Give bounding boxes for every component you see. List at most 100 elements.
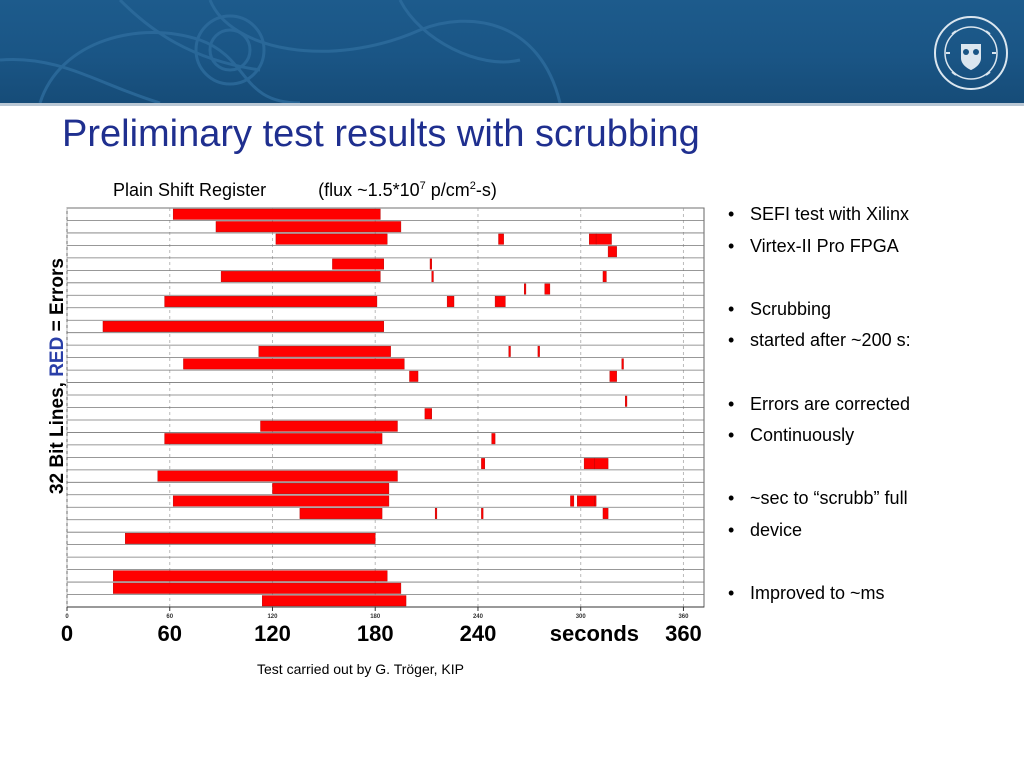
bullet-text: started after ~200 s: [750, 330, 911, 351]
x-tick-label-small: 300 [576, 614, 587, 620]
error-segment [524, 283, 527, 295]
error-segment [577, 495, 595, 507]
subtitle-register: Plain Shift Register [113, 180, 267, 200]
error-segment [434, 508, 438, 519]
error-segment [113, 582, 402, 594]
error-segment [583, 458, 595, 470]
bullet-text: Continuously [750, 425, 855, 446]
slide-title: Preliminary test results with scrubbing [62, 113, 700, 155]
bullet-dot-icon: • [728, 298, 735, 319]
error-segment [299, 508, 383, 519]
bullet-spacer [728, 265, 911, 297]
x-tick-label-small: 240 [473, 614, 484, 620]
error-segment [409, 370, 419, 382]
bullet-dot-icon: • [728, 393, 735, 414]
error-segment [594, 495, 597, 507]
error-segment [260, 420, 398, 432]
bullet-item: • Virtex-II Pro FPGA [728, 234, 911, 266]
bullet-list: • SEFI test with Xilinx • Virtex-II Pro FPG… [728, 202, 911, 613]
x-tick-label-large: 240 [459, 621, 497, 646]
error-segment [609, 370, 617, 382]
error-segment [262, 595, 407, 607]
error-segment [332, 258, 384, 270]
bullet-dot-icon: • [728, 519, 735, 540]
error-segment [446, 296, 455, 307]
chart-subtitle: Plain Shift Register (flux ~1.5*107 p/cm2… [113, 180, 497, 201]
bullet-spacer [728, 455, 911, 487]
bullet-text: device [750, 519, 803, 540]
error-segment [125, 532, 376, 544]
x-tick-label-large: 0 [60, 621, 74, 646]
x-tick-label-small: 360 [678, 614, 689, 620]
bullet-dot-icon: • [728, 488, 735, 509]
bullet-dot-icon: • [728, 204, 735, 224]
credit-note: Test carried out by G. Tröger, KIP [257, 661, 464, 677]
error-segment [172, 208, 381, 220]
bullet-item: • SEFI test with Xilinx [728, 202, 911, 234]
error-segment [607, 246, 617, 258]
bullet-item: • Scrubbing [728, 297, 911, 329]
x-tick-label-large: seconds [549, 621, 640, 646]
error-segment [494, 296, 506, 307]
bullet-spacer [728, 360, 911, 392]
error-segment [258, 345, 391, 357]
error-segment [602, 508, 609, 519]
error-segment [215, 221, 402, 233]
error-segment [481, 508, 484, 519]
subtitle-flux: (flux ~1.5*107 p/cm2-s) [318, 180, 497, 200]
error-segment [431, 271, 434, 283]
banner-divider [0, 103, 1024, 106]
x-tick-label-small: 60 [166, 614, 173, 620]
bullet-dot-icon: • [728, 235, 735, 256]
error-segment [491, 433, 496, 445]
x-tick-label-small: 120 [267, 614, 278, 620]
error-segment [272, 483, 390, 494]
bullet-text: SEFI test with Xilinx [750, 204, 910, 224]
error-segment [498, 233, 504, 245]
error-segment [102, 321, 384, 332]
bullet-item: • Improved to ~ms [728, 581, 911, 613]
bullet-item: • Continuously [728, 423, 911, 455]
bullet-item: • ~sec to “scrubb” full [728, 486, 911, 518]
error-segment [570, 495, 575, 507]
x-tick-label-large: 120 [254, 621, 291, 646]
error-segment [621, 358, 624, 370]
error-segment [481, 458, 486, 470]
error-segment [275, 233, 388, 245]
error-segment [429, 258, 432, 270]
bullet-item: • started after ~200 s: [728, 328, 911, 360]
x-tick-label-large: 360 [665, 621, 702, 646]
bullet-item: • device [728, 518, 911, 550]
error-segment [424, 408, 432, 420]
bullet-item: • Errors are corrected [728, 392, 911, 424]
x-tick-label-small: 180 [370, 614, 381, 620]
error-segment [537, 345, 540, 357]
bullet-text: Virtex-II Pro FPGA [750, 235, 899, 256]
error-segment [625, 395, 628, 407]
error-segment [183, 358, 405, 370]
column-capital-watermark [0, 0, 562, 103]
x-tick-label-large: 60 [157, 621, 182, 646]
bullet-dot-icon: • [728, 330, 735, 351]
error-segment [164, 433, 383, 445]
university-seal-icon [934, 16, 1008, 90]
error-segment [113, 570, 388, 582]
error-segment [594, 458, 609, 470]
error-segment [157, 470, 398, 482]
x-tick-label-small: 0 [65, 614, 69, 620]
error-segment [595, 233, 612, 245]
header-banner [0, 0, 1024, 103]
error-segment [589, 233, 597, 245]
bullet-text: Errors are corrected [750, 393, 911, 414]
bullet-dot-icon: • [728, 583, 735, 604]
error-segment [508, 345, 511, 357]
error-segment [164, 296, 378, 307]
bullet-text: Improved to ~ms [750, 583, 885, 604]
bullet-dot-icon: • [728, 425, 735, 446]
bullet-spacer [728, 550, 911, 582]
error-segment [220, 271, 381, 283]
bullet-text: ~sec to “scrubb” full [750, 488, 908, 509]
bullet-text: Scrubbing [750, 298, 832, 319]
error-segment [544, 283, 551, 295]
